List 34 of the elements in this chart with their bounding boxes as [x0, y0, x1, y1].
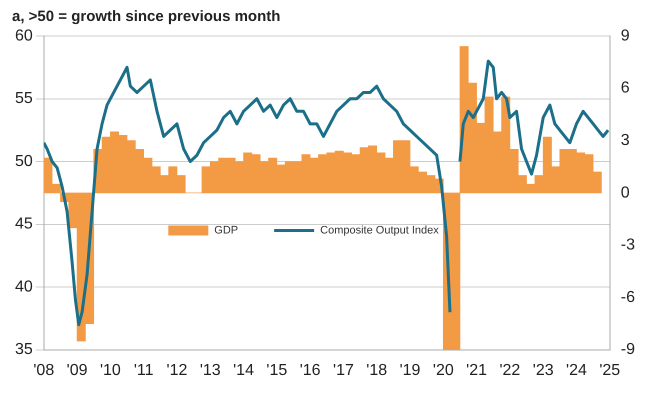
x-tick-label: '19 — [400, 362, 421, 379]
x-tick-label: '24 — [566, 362, 588, 379]
y2-tick-label: -6 — [620, 288, 636, 306]
y-tick-label: 35 — [15, 341, 33, 358]
y-tick-label: 55 — [15, 90, 33, 108]
x-tick-label: '25 — [599, 362, 620, 379]
x-tick-label: '20 — [432, 362, 454, 379]
y2-tick-label: -9 — [620, 341, 636, 358]
x-tick-label: '13 — [200, 362, 221, 379]
x-tick-label: '15 — [266, 362, 288, 379]
y2-tick-label: 3 — [620, 132, 630, 150]
x-tick-label: '14 — [233, 362, 254, 379]
x-tick-label: '11 — [134, 362, 154, 379]
y-tick-label: 60 — [15, 27, 33, 44]
x-tick-label: '12 — [166, 362, 188, 379]
y2-tick-label: -3 — [620, 236, 636, 254]
legend-label: GDP — [214, 224, 238, 237]
legend-label: Composite Output Index — [320, 224, 440, 237]
x-tick-label: '21 — [466, 362, 488, 379]
chart-title: a, >50 = growth since previous month — [12, 8, 280, 26]
y-tick-label: 45 — [15, 216, 33, 233]
y2-tick-label: 0 — [620, 184, 630, 202]
x-tick-label: '18 — [366, 362, 388, 379]
x-tick-label: '10 — [100, 362, 121, 379]
y2-tick-label: 9 — [620, 27, 630, 44]
x-tick-label: '22 — [499, 362, 520, 379]
x-tick-label: '23 — [532, 362, 554, 379]
y2-tick-label: 6 — [620, 80, 630, 97]
x-tick-label: '08 — [33, 362, 54, 379]
x-tick-label: '09 — [66, 362, 88, 379]
x-tick-label: '17 — [333, 362, 354, 379]
x-tick-label: '16 — [300, 362, 321, 379]
y-tick-label: 40 — [15, 278, 33, 296]
y-tick-label: 50 — [15, 152, 33, 170]
